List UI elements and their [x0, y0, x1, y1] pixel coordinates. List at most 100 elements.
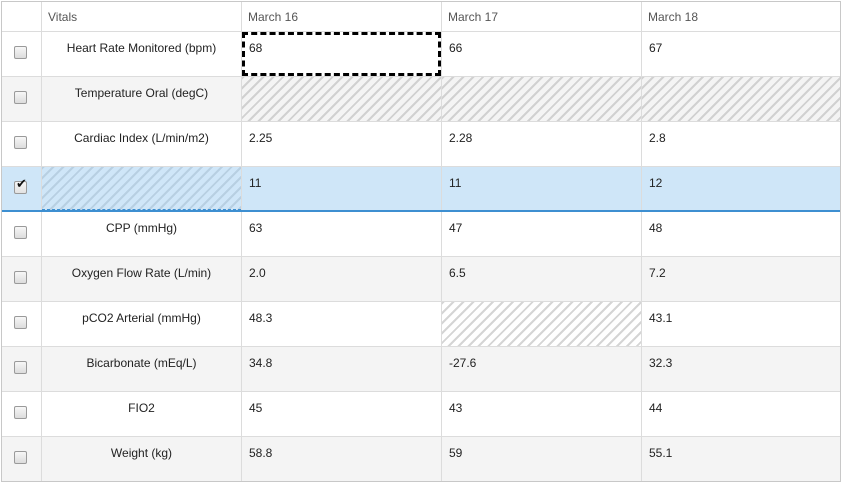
value-cell-empty[interactable] [442, 77, 642, 121]
table-row[interactable]: CPP (mmHg) 63 47 48 [2, 212, 840, 257]
value-cell[interactable]: 2.0 [242, 257, 442, 301]
focused-cell-outline [242, 32, 441, 76]
value-text: 2.8 [649, 131, 666, 145]
value-cell[interactable]: 2.8 [642, 122, 840, 166]
header-date-2[interactable]: March 17 [442, 2, 642, 31]
row-checkbox[interactable] [14, 406, 27, 419]
table-row[interactable]: pCO2 Arterial (mmHg) 48.3 43.1 [2, 302, 840, 347]
table-row[interactable]: Temperature Oral (degC) [2, 77, 840, 122]
value-text: 66 [449, 41, 463, 55]
row-select-cell [2, 257, 42, 301]
table-row-selected[interactable]: ✔ 11 11 12 [2, 167, 840, 212]
vital-name-cell[interactable]: Weight (kg) [42, 437, 242, 481]
row-checkbox[interactable] [14, 46, 27, 59]
value-cell[interactable]: 68 [242, 32, 442, 76]
value-cell[interactable]: 48.3 [242, 302, 442, 346]
value-text: 34.8 [249, 356, 273, 370]
value-cell-empty[interactable] [242, 77, 442, 121]
value-text: 47 [449, 221, 463, 235]
vital-name: Bicarbonate (mEq/L) [86, 356, 197, 370]
header-vitals[interactable]: Vitals [42, 2, 242, 31]
row-checkbox[interactable] [14, 451, 27, 464]
value-cell[interactable]: 45 [242, 392, 442, 436]
vital-name-cell-editing[interactable] [42, 167, 242, 210]
value-cell[interactable]: 11 [242, 167, 442, 210]
vital-name-cell[interactable]: FIO2 [42, 392, 242, 436]
table-row[interactable]: Cardiac Index (L/min/m2) 2.25 2.28 2.8 [2, 122, 840, 167]
row-select-cell [2, 122, 42, 166]
row-checkbox-checked[interactable]: ✔ [14, 177, 27, 194]
value-cell-empty[interactable] [642, 77, 840, 121]
value-text: 2.0 [249, 266, 266, 280]
value-cell[interactable]: 11 [442, 167, 642, 210]
value-cell[interactable]: 43.1 [642, 302, 840, 346]
value-text: 11 [449, 176, 462, 190]
table-row[interactable]: FIO2 45 43 44 [2, 392, 840, 437]
vital-name-cell[interactable]: pCO2 Arterial (mmHg) [42, 302, 242, 346]
value-cell[interactable]: 32.3 [642, 347, 840, 391]
vital-name-cell[interactable]: Bicarbonate (mEq/L) [42, 347, 242, 391]
value-cell[interactable]: 66 [442, 32, 642, 76]
vital-name: Oxygen Flow Rate (L/min) [71, 266, 212, 280]
value-text: -27.6 [449, 356, 477, 370]
value-cell[interactable]: 2.25 [242, 122, 442, 166]
row-checkbox[interactable] [14, 271, 27, 284]
value-cell[interactable]: 6.5 [442, 257, 642, 301]
row-select-cell [2, 302, 42, 346]
vital-name-cell[interactable]: Heart Rate Monitored (bpm) [42, 32, 242, 76]
vital-name-cell[interactable]: Temperature Oral (degC) [42, 77, 242, 121]
header-date-1[interactable]: March 16 [242, 2, 442, 31]
value-cell[interactable]: 2.28 [442, 122, 642, 166]
value-text: 63 [249, 221, 263, 235]
value-text: 7.2 [649, 266, 666, 280]
vital-name-cell[interactable]: CPP (mmHg) [42, 212, 242, 256]
vital-name: Cardiac Index (L/min/m2) [74, 131, 209, 145]
row-checkbox[interactable] [14, 91, 27, 104]
value-cell[interactable]: 55.1 [642, 437, 840, 481]
value-cell-empty[interactable] [442, 302, 642, 346]
table-row[interactable]: Oxygen Flow Rate (L/min) 2.0 6.5 7.2 [2, 257, 840, 302]
checkmark-icon: ✔ [16, 177, 27, 192]
row-checkbox[interactable] [14, 316, 27, 329]
header-date-3[interactable]: March 18 [648, 10, 699, 24]
vital-name-cell[interactable]: Oxygen Flow Rate (L/min) [42, 257, 242, 301]
value-cell[interactable]: 7.2 [642, 257, 840, 301]
row-checkbox[interactable] [14, 361, 27, 374]
table-row[interactable]: Bicarbonate (mEq/L) 34.8 -27.6 32.3 [2, 347, 840, 392]
row-checkbox[interactable] [14, 136, 27, 149]
vital-name: Temperature Oral (degC) [74, 86, 209, 100]
table-row[interactable]: Heart Rate Monitored (bpm) 68 66 67 [2, 32, 840, 77]
value-text: 45 [249, 401, 263, 415]
vital-name: FIO2 [128, 401, 155, 415]
value-text: 55.1 [649, 446, 673, 460]
row-select-cell [2, 32, 42, 76]
vital-name-cell[interactable]: Cardiac Index (L/min/m2) [42, 122, 242, 166]
row-select-cell [2, 212, 42, 256]
value-text: 67 [649, 41, 663, 55]
value-cell[interactable]: 34.8 [242, 347, 442, 391]
value-text: 44 [649, 401, 663, 415]
value-cell[interactable]: -27.6 [442, 347, 642, 391]
value-cell[interactable]: 59 [442, 437, 642, 481]
value-text: 11 [249, 176, 262, 190]
value-text [442, 77, 641, 86]
value-cell[interactable]: 48 [642, 212, 840, 256]
value-text [242, 77, 441, 86]
value-text: 43 [449, 401, 463, 415]
value-cell[interactable]: 44 [642, 392, 840, 436]
value-text [442, 302, 641, 311]
value-text: 58.8 [249, 446, 273, 460]
value-cell[interactable]: 63 [242, 212, 442, 256]
value-cell[interactable]: 47 [442, 212, 642, 256]
value-cell[interactable]: 43 [442, 392, 642, 436]
vital-name: pCO2 Arterial (mmHg) [82, 311, 201, 325]
table-row[interactable]: Weight (kg) 58.8 59 55.1 [2, 437, 840, 481]
row-select-cell [2, 437, 42, 481]
value-cell[interactable]: 67 [642, 32, 840, 76]
value-text: 12 [649, 176, 663, 190]
value-cell[interactable]: 12 [642, 167, 840, 210]
row-checkbox[interactable] [14, 226, 27, 239]
value-cell[interactable]: 58.8 [242, 437, 442, 481]
row-select-cell [2, 77, 42, 121]
